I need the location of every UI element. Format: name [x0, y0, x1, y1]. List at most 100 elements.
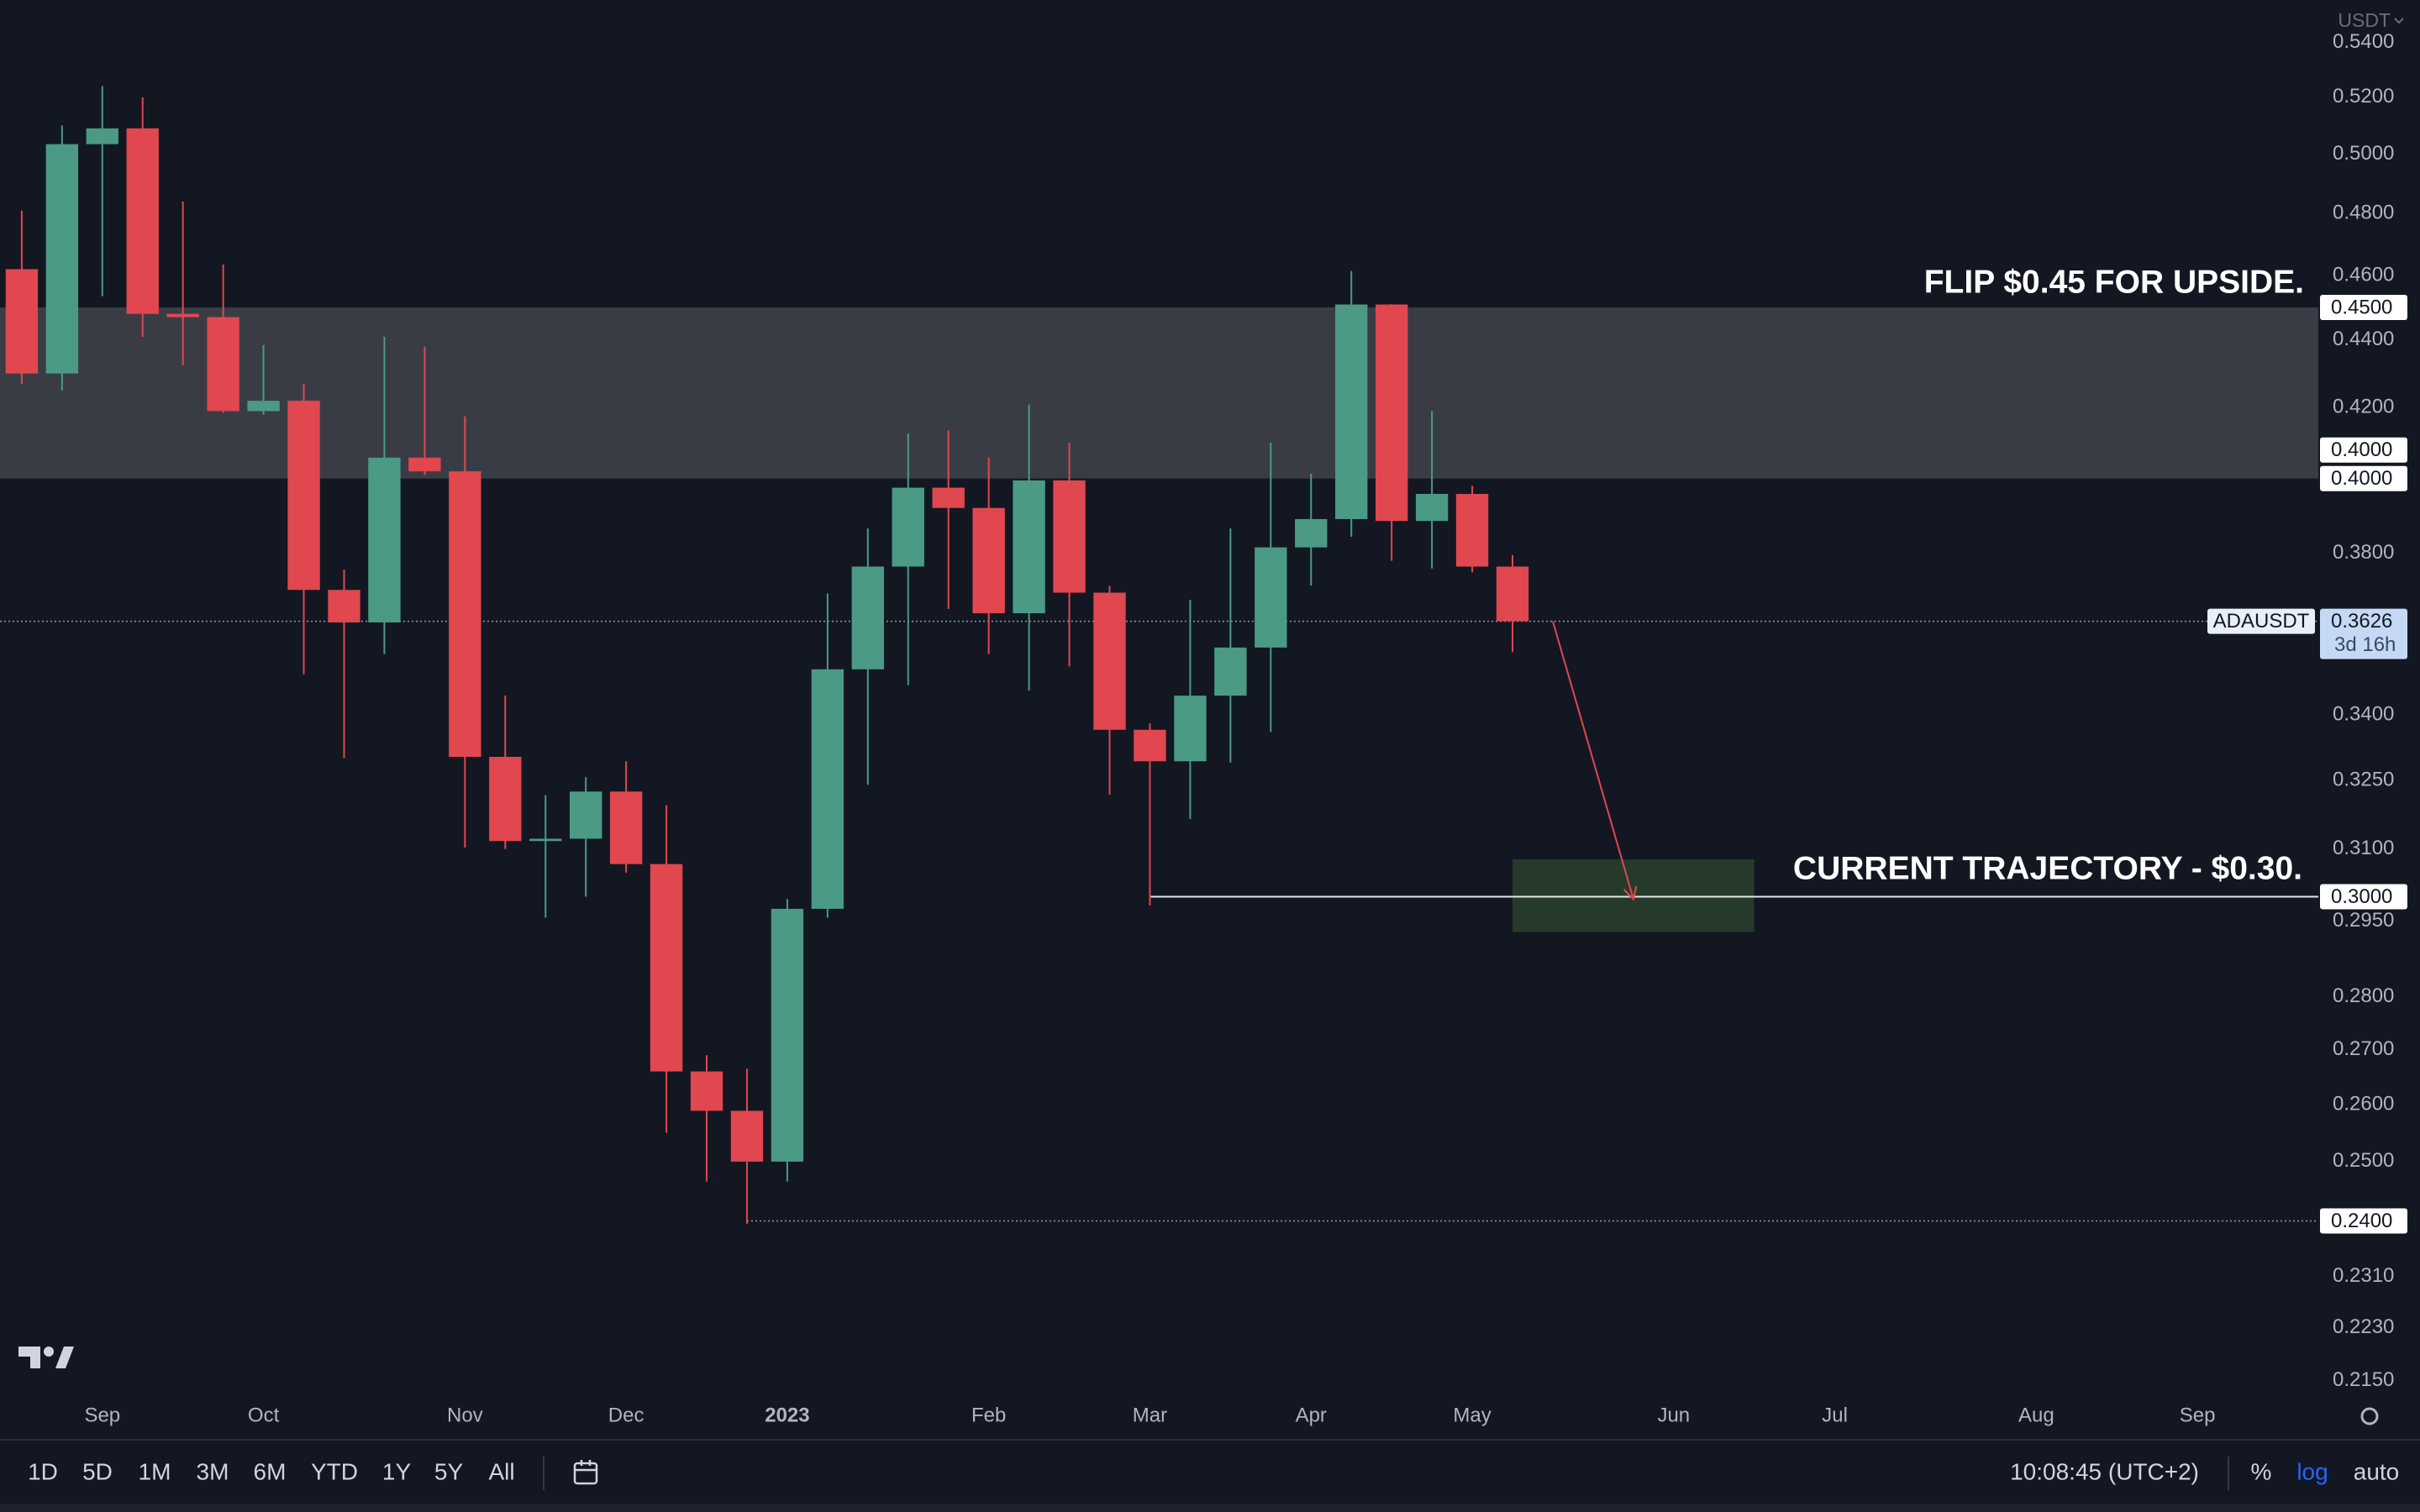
price-label: 0.3626	[2331, 610, 2392, 633]
trajectory-arrow	[1552, 621, 1634, 900]
candle-body	[1174, 696, 1207, 762]
arrow-head	[1623, 885, 1638, 901]
price-label-box	[2320, 294, 2407, 320]
option-button[interactable]: auto	[2354, 1458, 2400, 1484]
y-tick-label: 0.3250	[2333, 768, 2394, 790]
x-tick-label: Jun	[1657, 1404, 1690, 1426]
price-label: 0.4000	[2331, 467, 2392, 490]
candle-body	[207, 317, 239, 412]
candle-body	[1255, 547, 1287, 648]
x-tick-label: Sep	[84, 1404, 120, 1426]
x-axis: Sep Oct Nov Dec 2023 Feb Mar Apr May Jun Jul Aug Sep	[84, 1404, 2215, 1426]
clock[interactable]: 10:08:45 (UTC+2)	[2010, 1458, 2199, 1484]
candle-body	[287, 401, 320, 591]
currency-caret	[2394, 18, 2404, 24]
x-tick-label: Dec	[608, 1404, 644, 1426]
y-tick-label: 0.2150	[2333, 1368, 2394, 1391]
x-tick-label: Oct	[248, 1404, 280, 1426]
symbol-label: ADAUSDT	[2213, 610, 2310, 633]
range-button[interactable]: 5D	[82, 1458, 113, 1484]
x-tick-label: Mar	[1133, 1404, 1167, 1426]
candle-body	[449, 471, 481, 757]
countdown: 3d 16h	[2334, 633, 2396, 656]
y-tick-label: 0.5200	[2333, 85, 2394, 108]
y-tick-label: 0.2230	[2333, 1315, 2394, 1338]
range-button[interactable]: 6M	[254, 1458, 287, 1484]
candle-body	[1455, 493, 1489, 567]
y-tick-label: 0.3100	[2333, 837, 2394, 859]
range-button[interactable]: 5Y	[434, 1458, 464, 1484]
y-tick-label: 0.5000	[2333, 142, 2394, 165]
candle-body	[45, 144, 79, 374]
price-label: 0.3000	[2331, 885, 2392, 908]
annotation: FLIP $0.45 FOR UPSIDE.	[1924, 264, 2304, 300]
candle-body	[1214, 647, 1247, 696]
y-tick-label: 0.4800	[2333, 202, 2394, 224]
bottom-strip	[0, 1504, 2420, 1512]
y-tick-label: 0.2950	[2333, 909, 2394, 932]
candle-body	[166, 313, 199, 318]
y-tick-label: 0.2800	[2333, 984, 2394, 1007]
settings-icon[interactable]	[2360, 1407, 2379, 1425]
candle-body	[1093, 592, 1126, 730]
y-tick-label: 0.4600	[2333, 263, 2394, 286]
price-label: 0.4000	[2331, 438, 2392, 461]
candle-body	[1295, 518, 1328, 548]
candle-body	[1134, 729, 1166, 762]
range-button[interactable]: 1D	[28, 1458, 58, 1484]
range-button[interactable]: 3M	[197, 1458, 229, 1484]
range-button[interactable]: YTD	[311, 1458, 358, 1484]
candle-body	[1013, 480, 1045, 614]
candle-body	[1053, 480, 1086, 593]
candle-body	[771, 908, 804, 1162]
calendar-icon[interactable]	[573, 1460, 598, 1485]
candle-body	[932, 487, 965, 508]
candle-body	[851, 566, 885, 669]
y-tick-label: 0.2700	[2333, 1037, 2394, 1060]
annotation: CURRENT TRAJECTORY - $0.30.	[1793, 850, 2302, 886]
candle-body	[1335, 304, 1368, 519]
candle-body	[892, 487, 924, 567]
x-tick-label: Jul	[1822, 1404, 1848, 1426]
candle-body	[247, 401, 280, 412]
range-button[interactable]: All	[488, 1458, 514, 1484]
candle-body	[126, 128, 159, 314]
y-tick-label: 0.2500	[2333, 1149, 2394, 1172]
candle-body	[86, 128, 118, 144]
currency[interactable]: USDT	[2338, 9, 2391, 31]
price-label-box	[2320, 465, 2407, 491]
price-label-box	[2320, 437, 2407, 463]
candle-body	[1375, 304, 1408, 522]
price-label-box	[2320, 884, 2407, 910]
candle-body	[328, 590, 360, 622]
candle-body	[489, 756, 522, 842]
y-tick-label: 0.2600	[2333, 1092, 2394, 1115]
candle-body	[811, 669, 844, 909]
candle-body	[368, 457, 401, 622]
y-tick-label: 0.4200	[2333, 396, 2394, 418]
candle-body	[5, 269, 39, 374]
range-button[interactable]: 1Y	[382, 1458, 412, 1484]
range-button[interactable]: 1M	[139, 1458, 171, 1484]
y-tick-label: 0.2310	[2333, 1264, 2394, 1287]
candle-body	[570, 791, 602, 839]
candle-body	[408, 457, 441, 472]
candle-body	[1415, 493, 1449, 522]
y-tick-label: 0.4400	[2333, 328, 2394, 350]
option-button[interactable]: log	[2296, 1458, 2328, 1484]
x-tick-label: May	[1453, 1404, 1491, 1426]
candle-body	[650, 864, 683, 1072]
tradingview-logo	[18, 1347, 74, 1368]
x-tick-label: 2023	[765, 1404, 809, 1426]
x-tick-label: Feb	[971, 1404, 1006, 1426]
price-label: 0.4500	[2331, 296, 2392, 318]
option-button[interactable]: %	[2251, 1458, 2272, 1484]
candle-body	[690, 1071, 723, 1111]
y-tick-label: 0.3400	[2333, 702, 2394, 725]
symbol-box	[2207, 608, 2315, 634]
price-label-box	[2320, 1208, 2407, 1234]
toolbar: 1D 5D 1M 3M 6M YTD 1Y 5Y All% log auto	[28, 1458, 2399, 1484]
